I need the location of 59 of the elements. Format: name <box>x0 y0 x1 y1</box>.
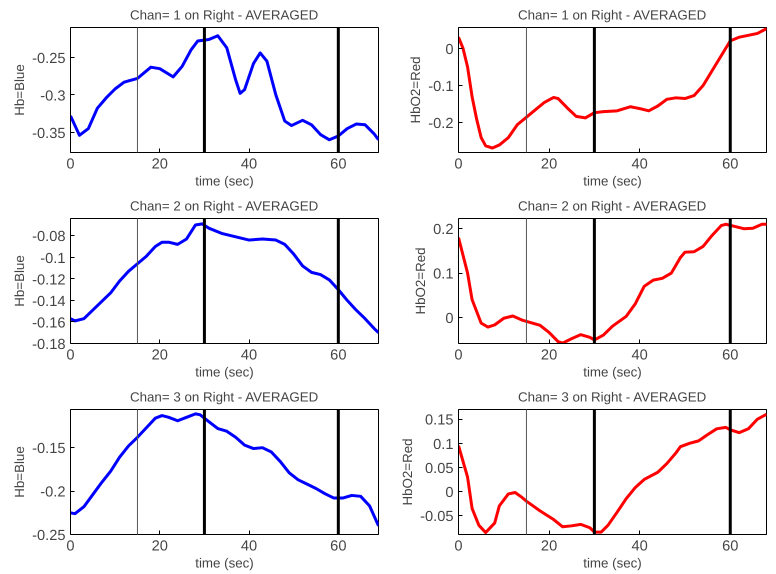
x-tick-label: 60 <box>330 348 346 364</box>
y-tick-label: -0.12 <box>32 272 66 288</box>
y-tick-label: -0.08 <box>32 229 66 246</box>
y-axis-title: HbO2=Red <box>400 438 416 506</box>
y-tick-label: -0.1 <box>428 79 454 96</box>
x-tick-label: 40 <box>632 538 648 554</box>
x-axis-title: time (sec) <box>195 174 254 188</box>
chart-title: Chan= 2 on Right - AVERAGED <box>518 198 706 214</box>
y-tick-label: 0.05 <box>424 460 454 477</box>
x-tick-label: 60 <box>722 348 738 364</box>
y-tick-label: 0.1 <box>433 436 454 453</box>
y-tick-label: 0.1 <box>433 266 454 283</box>
x-tick-label: 20 <box>152 348 168 364</box>
x-tick-label: 60 <box>722 538 738 554</box>
x-axis-title: time (sec) <box>583 174 642 188</box>
y-axis-title: HbO2=Red <box>408 56 424 124</box>
y-tick-label: -0.15 <box>32 441 66 458</box>
y-tick-label: -0.35 <box>32 126 66 142</box>
y-tick-label: 0 <box>445 42 454 58</box>
y-axis-title: Hb=Blue <box>12 64 28 116</box>
y-tick-label: -0.25 <box>32 528 66 544</box>
y-tick-label: 0 <box>445 485 454 502</box>
chart-title: Chan= 1 on Right - AVERAGED <box>518 8 706 22</box>
y-tick-label: -0.2 <box>40 484 66 501</box>
chart-title: Chan= 3 on Right - AVERAGED <box>518 390 706 404</box>
x-axis-title: time (sec) <box>583 364 642 380</box>
y-tick-label: -0.18 <box>32 337 66 353</box>
y-tick-label: -0.16 <box>32 315 66 332</box>
x-tick-label: 60 <box>330 538 346 554</box>
x-tick-label: 20 <box>540 156 558 172</box>
x-tick-label: 40 <box>240 156 258 172</box>
chart-title: Chan= 2 on Right - AVERAGED <box>130 198 318 214</box>
x-tick-label: 20 <box>152 538 168 554</box>
x-axis-title: time (sec) <box>195 556 254 570</box>
y-tick-label: 0 <box>445 310 454 327</box>
y-tick-label: -0.25 <box>32 50 66 67</box>
x-tick-label: 40 <box>632 156 648 172</box>
x-tick-label: 40 <box>632 348 648 364</box>
y-tick-label: -0.14 <box>32 294 66 310</box>
x-tick-label: 20 <box>540 538 558 554</box>
y-axis-title: Hb=Blue <box>12 446 28 498</box>
y-axis-title: Hb=Blue <box>12 255 28 307</box>
x-axis-title: time (sec) <box>195 364 254 380</box>
x-tick-label: 40 <box>240 348 258 364</box>
x-tick-label: 20 <box>152 156 168 172</box>
y-tick-label: 0.15 <box>424 412 454 429</box>
x-axis-title: time (sec) <box>583 556 642 570</box>
chart-title: Chan= 1 on Right - AVERAGED <box>130 8 318 22</box>
y-axis-title: HbO2=Red <box>413 247 428 315</box>
y-tick-label: -0.1 <box>40 250 66 267</box>
y-tick-label: -0.2 <box>428 116 454 132</box>
x-tick-label: 60 <box>722 156 738 172</box>
x-tick-label: 60 <box>330 156 346 172</box>
y-tick-label: -0.05 <box>420 509 454 526</box>
x-tick-label: 40 <box>240 538 258 554</box>
chart-title: Chan= 3 on Right - AVERAGED <box>130 390 318 404</box>
x-tick-label: 20 <box>540 348 558 364</box>
y-tick-label: 0.2 <box>433 222 454 238</box>
y-tick-label: -0.3 <box>40 88 66 104</box>
